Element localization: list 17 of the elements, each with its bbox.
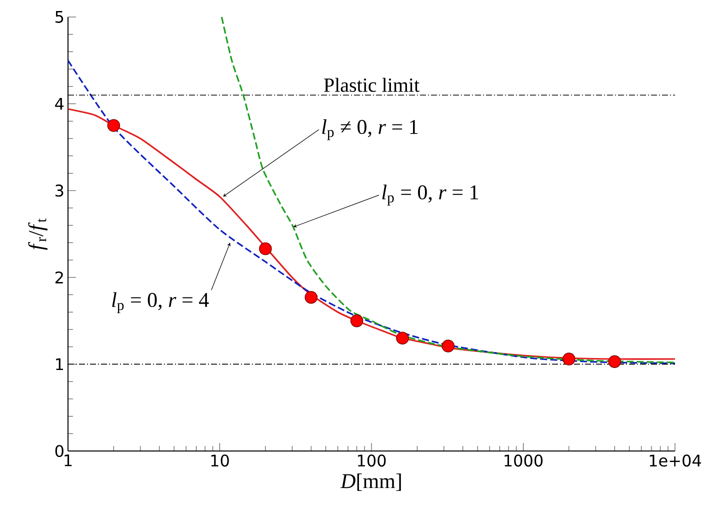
y-tick-label: 2 <box>55 271 63 284</box>
x-axis-title: D[mm] <box>340 473 401 491</box>
y-tick-label: 1 <box>56 358 64 370</box>
y-tick-label: 3 <box>56 184 64 197</box>
annotation: l$_{p}$ ≠ 0, r = 1 <box>322 119 418 140</box>
x-tick-label: 1e+04 <box>650 454 701 467</box>
x-tick-label: 1000 <box>504 454 543 467</box>
y-tick-label: 5 <box>56 11 64 23</box>
y-axis-title: f$_{r}$/f$_{t}$ <box>28 218 48 250</box>
y-tick-label: 0 <box>55 444 64 458</box>
x-tick-label: 1 <box>64 454 72 466</box>
annotation: l$_{p}$ = 0, r = 1 <box>382 184 478 206</box>
annotation: l$_{p}$ = 0, r = 4 <box>112 292 209 314</box>
x-tick-label: 10 <box>211 454 229 467</box>
ref-line-label: Plastic limit <box>324 78 420 92</box>
y-tick-label: 4 <box>55 98 64 110</box>
x-tick-label: 100 <box>358 454 386 467</box>
